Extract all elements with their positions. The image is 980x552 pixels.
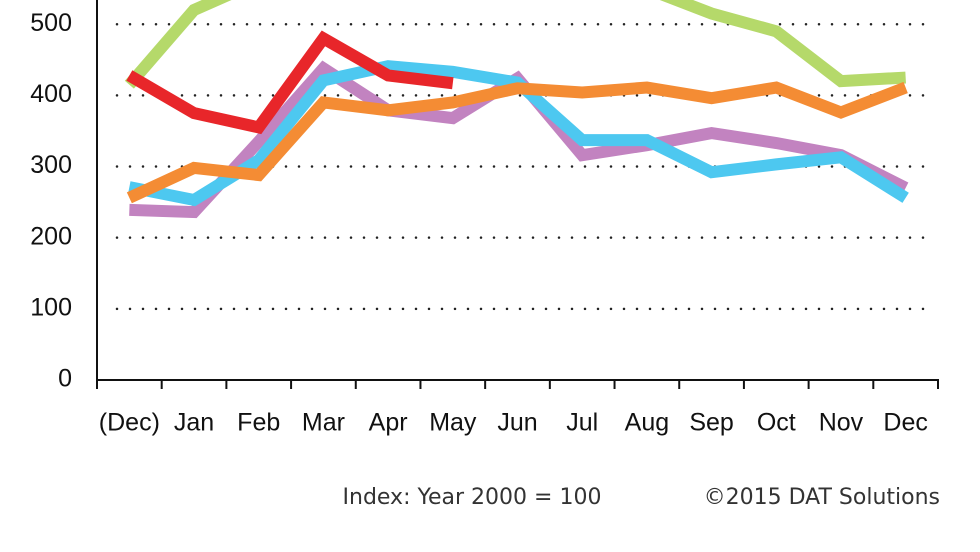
series-line <box>126 30 454 135</box>
x-tick-label: Jul <box>566 409 598 437</box>
x-tick-label: Dec <box>883 409 927 437</box>
y-tick-label: 100 <box>30 293 72 321</box>
x-tick-label: (Dec) <box>99 409 160 437</box>
x-tick-label: Apr <box>369 409 408 437</box>
x-tick-label: Sep <box>689 409 733 437</box>
y-tick-label: 400 <box>30 80 72 108</box>
x-tick-label: Aug <box>625 409 669 437</box>
axes <box>96 0 939 389</box>
x-tick-label: May <box>429 409 477 437</box>
index-note: Index: Year 2000 = 100 <box>343 485 602 510</box>
copyright: ©2015 DAT Solutions <box>704 485 940 510</box>
x-tick-label: Oct <box>757 409 796 437</box>
x-tick-label: Jun <box>497 409 537 437</box>
x-tick-label: Mar <box>302 409 345 437</box>
y-tick-label: 0 <box>58 365 72 393</box>
x-tick-label: Feb <box>237 409 280 437</box>
series-line <box>126 81 908 204</box>
y-tick-label: 200 <box>30 222 72 250</box>
x-tick-label: Nov <box>819 409 864 437</box>
y-tick-label: 500 <box>30 9 72 37</box>
series-line <box>124 0 906 89</box>
lines <box>124 0 909 219</box>
x-tick-label: Jan <box>174 409 214 437</box>
y-tick-label: 300 <box>30 151 72 179</box>
